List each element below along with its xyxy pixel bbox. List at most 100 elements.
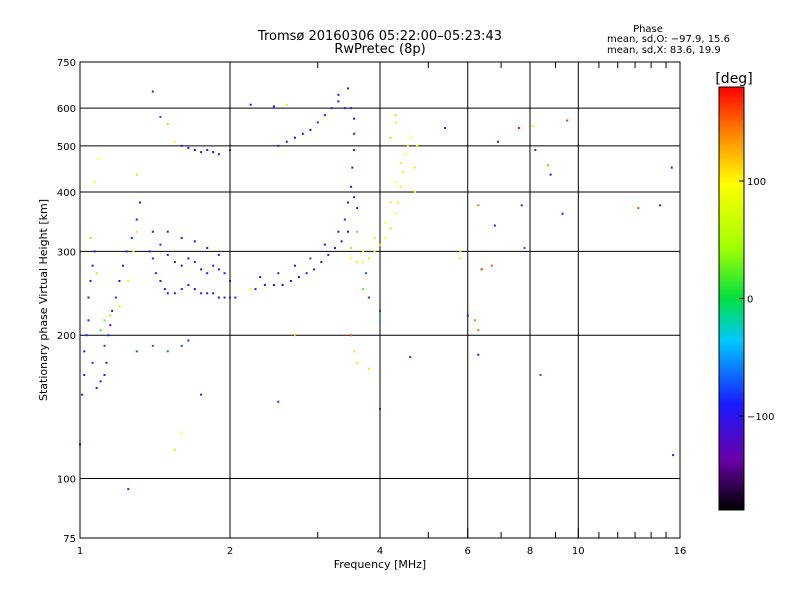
data-point (367, 296, 370, 299)
data-point (180, 144, 183, 147)
data-point (114, 296, 117, 299)
data-point (394, 212, 397, 215)
data-point (394, 121, 397, 124)
data-point (151, 90, 154, 93)
data-point (346, 87, 349, 90)
data-point (547, 164, 550, 167)
data-point (135, 230, 138, 233)
data-point (87, 296, 90, 299)
data-point (217, 268, 220, 271)
data-point (443, 127, 446, 130)
data-point (229, 148, 231, 151)
data-point (85, 334, 88, 337)
data-point (480, 268, 483, 271)
data-point (166, 350, 169, 353)
data-point (330, 107, 333, 110)
phase-stats-x: mean, sd,X: 83.6, 19.9 (607, 45, 721, 56)
data-point (534, 148, 537, 151)
data-point (130, 237, 133, 240)
data-point (323, 114, 326, 117)
data-point (353, 132, 356, 135)
data-point (99, 380, 102, 383)
data-point (200, 292, 203, 295)
data-point (103, 319, 106, 322)
data-point (379, 319, 381, 322)
data-point (212, 264, 215, 267)
data-point (159, 115, 162, 118)
data-point (561, 212, 564, 215)
x-tick-label: 10 (572, 546, 585, 557)
data-point (672, 454, 675, 457)
data-point (549, 173, 552, 176)
data-point (389, 201, 392, 204)
data-point (493, 224, 496, 227)
data-point (477, 204, 480, 207)
data-point (118, 280, 121, 283)
data-point (394, 114, 397, 117)
data-point (166, 123, 169, 126)
data-point (151, 344, 154, 347)
data-point (384, 237, 387, 240)
data-point (277, 400, 280, 403)
data-point (389, 136, 392, 139)
data-point (459, 257, 462, 260)
data-point (217, 153, 220, 156)
data-point (103, 344, 106, 347)
data-point (125, 250, 128, 253)
data-point (340, 240, 343, 243)
data-point (163, 288, 166, 291)
data-point (367, 257, 370, 260)
data-point (409, 136, 412, 139)
data-point (367, 367, 370, 370)
data-point (373, 237, 376, 240)
data-point (350, 185, 353, 188)
x-tick-label: 2 (227, 546, 233, 557)
data-point (193, 240, 196, 243)
data-point (206, 148, 209, 151)
phase-stats-o: mean, sd,O: −97.9, 15.6 (607, 34, 730, 45)
data-point (200, 151, 203, 154)
data-point (389, 227, 392, 230)
y-tick-label: 100 (57, 475, 76, 486)
data-point (346, 230, 349, 233)
data-point (353, 350, 356, 353)
data-point (206, 247, 209, 250)
data-point (193, 261, 196, 264)
data-point (89, 237, 92, 240)
data-point (135, 218, 138, 221)
data-point (399, 185, 402, 188)
data-point (350, 257, 353, 260)
x-tick-label: 16 (674, 546, 687, 557)
data-points (79, 87, 675, 491)
data-point (346, 201, 349, 204)
data-point (173, 261, 176, 264)
data-point (309, 257, 312, 260)
data-point (397, 201, 400, 204)
data-point (409, 356, 412, 359)
data-point (362, 250, 365, 253)
data-point (523, 247, 526, 250)
data-point (362, 261, 365, 264)
data-point (379, 407, 381, 410)
data-point (277, 144, 280, 147)
data-point (173, 448, 176, 451)
data-point (305, 272, 308, 275)
data-point (301, 132, 304, 135)
data-point (313, 268, 316, 271)
data-point (223, 272, 226, 275)
data-point (520, 204, 523, 207)
axis-ticks: 1 2 4 6 8 10 16 75 100 200 300 400 500 600 750 (57, 58, 686, 557)
data-point (109, 324, 112, 327)
data-point (517, 127, 520, 130)
colorbar-ticks: 100 0 −100 (739, 177, 774, 423)
y-tick-label: 400 (57, 188, 76, 199)
data-point (217, 296, 220, 299)
data-point (234, 296, 237, 299)
data-point (187, 257, 190, 260)
data-point (531, 125, 534, 128)
data-point (539, 374, 542, 377)
data-point (394, 180, 397, 183)
data-point (135, 173, 138, 176)
data-point (356, 230, 359, 233)
